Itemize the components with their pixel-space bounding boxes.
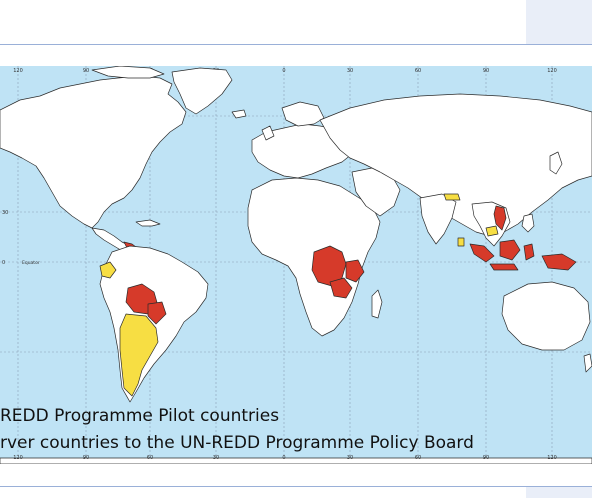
sri-lanka	[457, 237, 465, 247]
arctic-islands	[91, 66, 165, 79]
tanzania	[345, 259, 365, 283]
slide-corner-panel	[526, 0, 592, 44]
lat-label: 30	[2, 210, 8, 216]
dr-congo	[311, 245, 347, 287]
japan	[549, 151, 563, 175]
cuba	[135, 219, 161, 227]
lon-label-bottom: 120	[547, 455, 557, 461]
australia	[501, 281, 591, 351]
lon-label-bottom: 120	[13, 455, 23, 461]
cambodia	[485, 225, 499, 237]
madagascar	[371, 289, 383, 319]
indonesia-sulawesi	[523, 243, 535, 261]
greenland	[171, 67, 233, 115]
lat-label: 0	[2, 260, 5, 266]
argentina	[119, 313, 159, 397]
land-masses	[0, 66, 592, 464]
lon-label-bottom: 60	[147, 455, 153, 461]
lon-label-top: 90	[83, 68, 89, 74]
lon-label-bottom: 30	[213, 455, 219, 461]
indonesia-borneo	[499, 239, 521, 261]
frame-bottom-border	[0, 486, 592, 487]
lon-label-top: 0	[282, 68, 285, 74]
lon-label-bottom: 0	[282, 455, 285, 461]
bottom-longitude-labels: 120 90 60 30 0 30 60 90 120	[13, 455, 557, 461]
zambia	[329, 277, 353, 299]
indonesia-sumatra	[469, 243, 495, 263]
lon-label-top: 30	[347, 68, 353, 74]
equator-label: Equator	[22, 260, 40, 266]
antarctica	[0, 457, 592, 464]
asia	[319, 93, 592, 237]
lon-label-top: 120	[13, 68, 23, 74]
north-america	[0, 75, 187, 229]
lon-label-bottom: 60	[415, 455, 421, 461]
nepal	[443, 193, 461, 201]
indonesia-java	[489, 263, 519, 271]
scandinavia	[281, 101, 325, 127]
frame-top-border	[0, 44, 592, 45]
paraguay	[147, 301, 167, 325]
british-isles	[261, 125, 275, 141]
lon-label-top: 60	[415, 68, 421, 74]
legend-observer-countries: rver countries to the UN-REDD Programme …	[0, 433, 474, 453]
lon-label-top: 120	[547, 68, 557, 74]
lon-label-bottom: 90	[83, 455, 89, 461]
lon-label-top: 90	[483, 68, 489, 74]
iceland	[231, 109, 247, 119]
vietnam	[493, 205, 507, 231]
lon-label-bottom: 30	[347, 455, 353, 461]
papua-new-guinea	[541, 253, 577, 271]
philippines	[521, 213, 535, 233]
new-zealand	[583, 353, 592, 373]
world-map: 120 90 60 30 0 30 60 90 120 60 30 0 Equa…	[0, 66, 592, 464]
world-map-svg: 120 90 60 30 0 30 60 90 120 60 30 0 Equa…	[0, 66, 592, 464]
ecuador	[99, 261, 117, 279]
lon-label-bottom: 90	[483, 455, 489, 461]
map-legend: REDD Programme Pilot countries rver coun…	[0, 403, 592, 457]
legend-pilot-countries: REDD Programme Pilot countries	[0, 406, 280, 426]
slide-corner-panel-bottom	[526, 487, 592, 498]
